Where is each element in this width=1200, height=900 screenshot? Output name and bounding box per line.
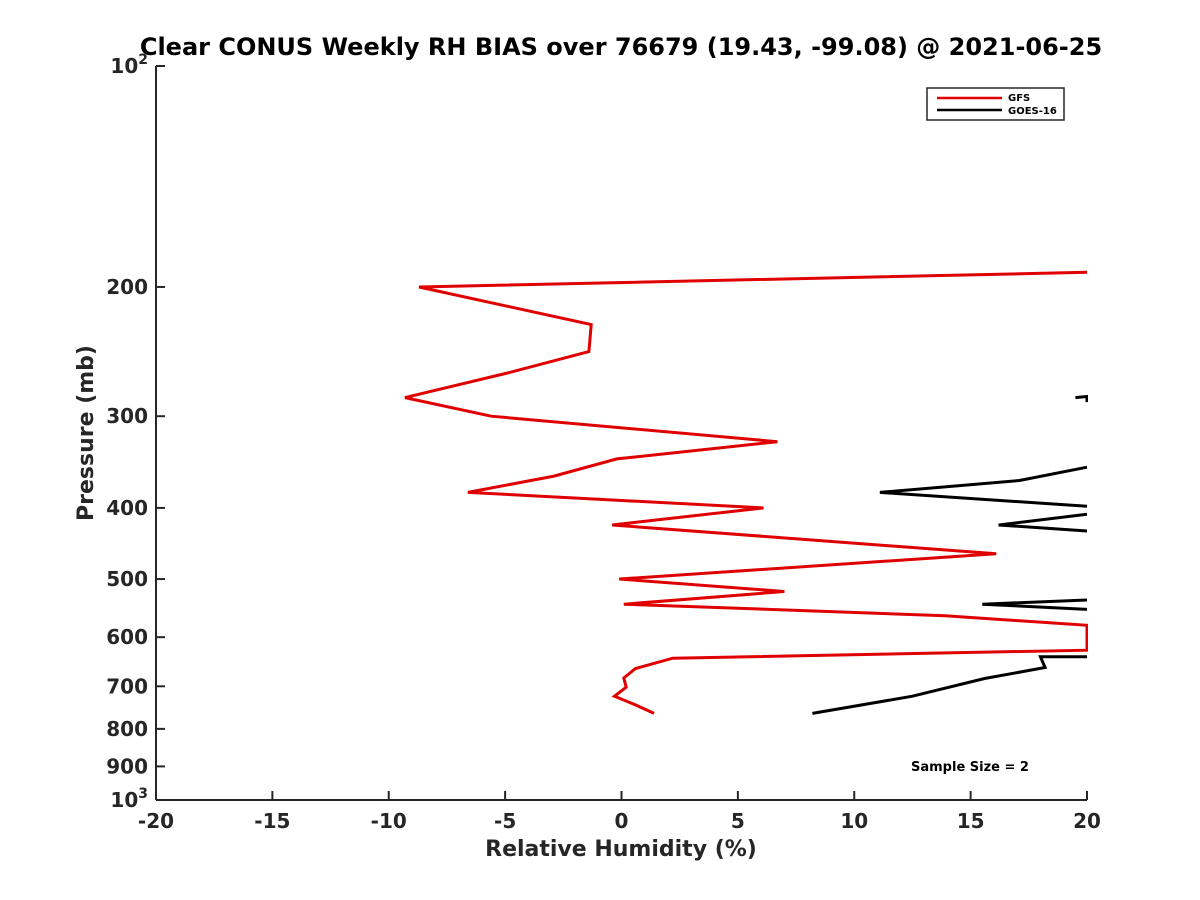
x-tick-label: -20 xyxy=(138,809,174,833)
legend-label-goes16: GOES-16 xyxy=(1008,106,1057,117)
legend-box xyxy=(926,87,1065,121)
x-ticks: -20 -15 -10 -5 0 5 10 15 20 xyxy=(138,791,1101,833)
plot-lines xyxy=(404,270,1088,715)
x-tick-label: -5 xyxy=(494,809,516,833)
x-tick-label: -15 xyxy=(254,809,290,833)
legend-label-gfs: GFS xyxy=(1008,93,1030,104)
chart-title: Clear CONUS Weekly RH BIAS over 76679 (1… xyxy=(140,33,1102,61)
series-line-goes16 xyxy=(812,394,1088,715)
y-tick-label: 700 xyxy=(106,674,148,698)
x-tick-label: 20 xyxy=(1073,809,1101,833)
x-tick-label: 10 xyxy=(840,809,868,833)
legend: GFS GOES-16 xyxy=(926,87,1065,121)
series-line-gfs xyxy=(404,270,1088,715)
x-tick-label: 15 xyxy=(957,809,985,833)
y-tick-label: 200 xyxy=(106,275,148,299)
y-axis-label: Pressure (mb) xyxy=(74,345,99,521)
y-tick-label: 600 xyxy=(106,625,148,649)
y-tick-label: 800 xyxy=(106,717,148,741)
y-ticks: 102 200 300 400 500 600 700 800 900 103 xyxy=(106,52,165,812)
y-tick-label: 500 xyxy=(106,567,148,591)
y-tick-label: 102 xyxy=(110,52,148,78)
x-tick-label: 0 xyxy=(615,809,629,833)
y-tick-label: 300 xyxy=(106,404,148,428)
x-tick-label: 5 xyxy=(731,809,745,833)
x-tick-label: -10 xyxy=(371,809,407,833)
y-tick-label: 900 xyxy=(106,754,148,778)
annotation-sample-size: Sample Size = 2 xyxy=(911,760,1029,775)
y-tick-label: 400 xyxy=(106,496,148,520)
y-tick-label: 103 xyxy=(110,786,148,812)
x-axis-label: Relative Humidity (%) xyxy=(485,837,757,862)
